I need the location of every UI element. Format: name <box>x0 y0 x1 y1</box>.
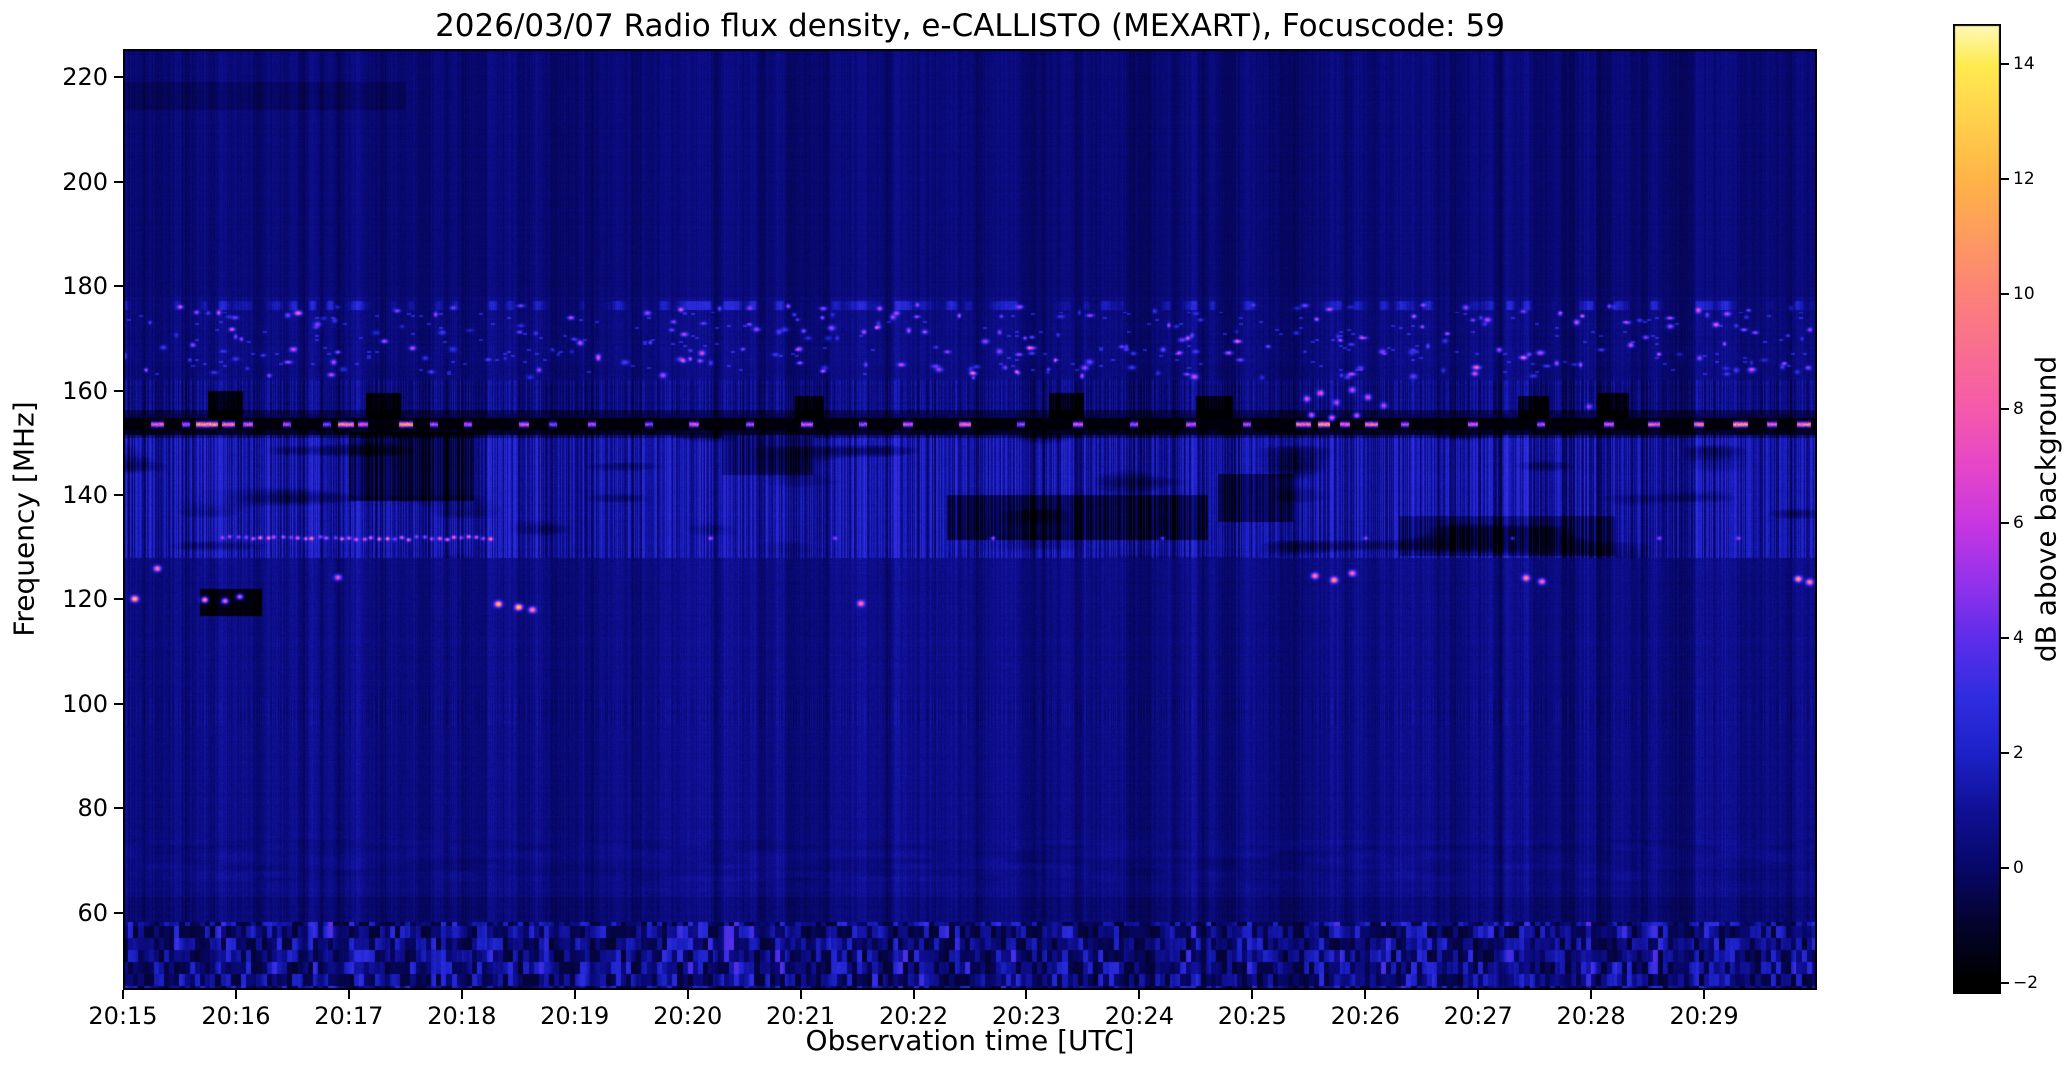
y-tick-label: 120 <box>62 585 108 614</box>
x-tick-label: 20:22 <box>878 1002 949 1030</box>
y-tick-label: 180 <box>62 272 108 301</box>
x-tick-label: 20:28 <box>1556 1002 1626 1030</box>
plot-area <box>123 49 1817 990</box>
colorbar-tick-mark <box>2001 522 2009 525</box>
y-tick-label: 200 <box>62 167 108 196</box>
colorbar-tick-label: 14 <box>2013 54 2035 75</box>
x-tick-label: 20:25 <box>1217 1002 1287 1030</box>
colorbar-tick-mark <box>2001 751 2009 754</box>
colorbar-tick-mark <box>2001 866 2009 869</box>
x-tick-mark <box>686 990 689 999</box>
y-tick-label: 220 <box>62 63 108 92</box>
chart-title: 2026/03/07 Radio flux density, e-CALLIST… <box>435 8 1505 44</box>
y-tick-label: 60 <box>77 898 108 927</box>
colorbar <box>1953 24 2001 994</box>
y-tick-mark <box>114 807 123 810</box>
x-tick-label: 20:15 <box>88 1002 158 1030</box>
colorbar-tick-label: 6 <box>2013 513 2024 534</box>
y-tick-mark <box>114 285 123 288</box>
y-tick-mark <box>114 911 123 914</box>
y-tick-label: 80 <box>77 794 108 823</box>
x-tick-mark <box>1251 990 1254 999</box>
y-tick-mark <box>114 598 123 601</box>
x-tick-mark <box>460 990 463 999</box>
colorbar-tick-label: 10 <box>2013 283 2035 304</box>
x-tick-mark <box>347 990 350 999</box>
x-tick-mark <box>234 990 237 999</box>
colorbar-tick-mark <box>2001 292 2009 295</box>
x-tick-label: 20:27 <box>1443 1002 1513 1030</box>
colorbar-tick-label: 12 <box>2013 168 2035 189</box>
x-tick-mark <box>1364 990 1367 999</box>
colorbar-tick-mark <box>2001 407 2009 410</box>
x-tick-mark <box>1590 990 1593 999</box>
colorbar-tick-mark <box>2001 981 2009 984</box>
x-tick-label: 20:19 <box>540 1002 610 1030</box>
colorbar-tick-mark <box>2001 177 2009 180</box>
x-tick-mark <box>573 990 576 999</box>
x-tick-mark <box>1477 990 1480 999</box>
x-tick-label: 20:17 <box>314 1002 384 1030</box>
y-tick-label: 140 <box>62 480 108 509</box>
x-tick-mark <box>1025 990 1028 999</box>
y-tick-mark <box>114 180 123 183</box>
x-tick-label: 20:23 <box>991 1002 1062 1030</box>
x-tick-mark <box>1703 990 1706 999</box>
x-tick-mark <box>912 990 915 999</box>
x-axis-label: Observation time [UTC] <box>805 1024 1135 1057</box>
colorbar-tick-label: 4 <box>2013 628 2024 649</box>
x-tick-mark <box>799 990 802 999</box>
colorbar-tick-mark <box>2001 637 2009 640</box>
x-tick-label: 20:16 <box>201 1002 271 1030</box>
y-tick-mark <box>114 389 123 392</box>
colorbar-gradient <box>1953 24 2001 994</box>
x-tick-mark <box>122 990 124 999</box>
colorbar-tick-label: 0 <box>2013 857 2024 878</box>
x-tick-label: 20:18 <box>427 1002 497 1030</box>
spectrogram-canvas <box>123 49 1817 990</box>
y-tick-mark <box>114 702 123 705</box>
x-tick-mark <box>1138 990 1141 999</box>
x-tick-label: 20:21 <box>766 1002 836 1030</box>
x-tick-label: 20:26 <box>1330 1002 1400 1030</box>
colorbar-tick-label: 8 <box>2013 398 2024 419</box>
x-tick-label: 20:24 <box>1104 1002 1174 1030</box>
x-tick-label: 20:20 <box>653 1002 723 1030</box>
y-tick-mark <box>114 76 123 79</box>
colorbar-tick-mark <box>2001 63 2009 66</box>
y-tick-label: 160 <box>62 376 108 405</box>
x-tick-label: 20:29 <box>1669 1002 1739 1030</box>
y-tick-label: 100 <box>62 689 108 718</box>
y-tick-mark <box>114 493 123 496</box>
colorbar-tick-label: −2 <box>2013 972 2039 993</box>
colorbar-tick-label: 2 <box>2013 742 2024 763</box>
